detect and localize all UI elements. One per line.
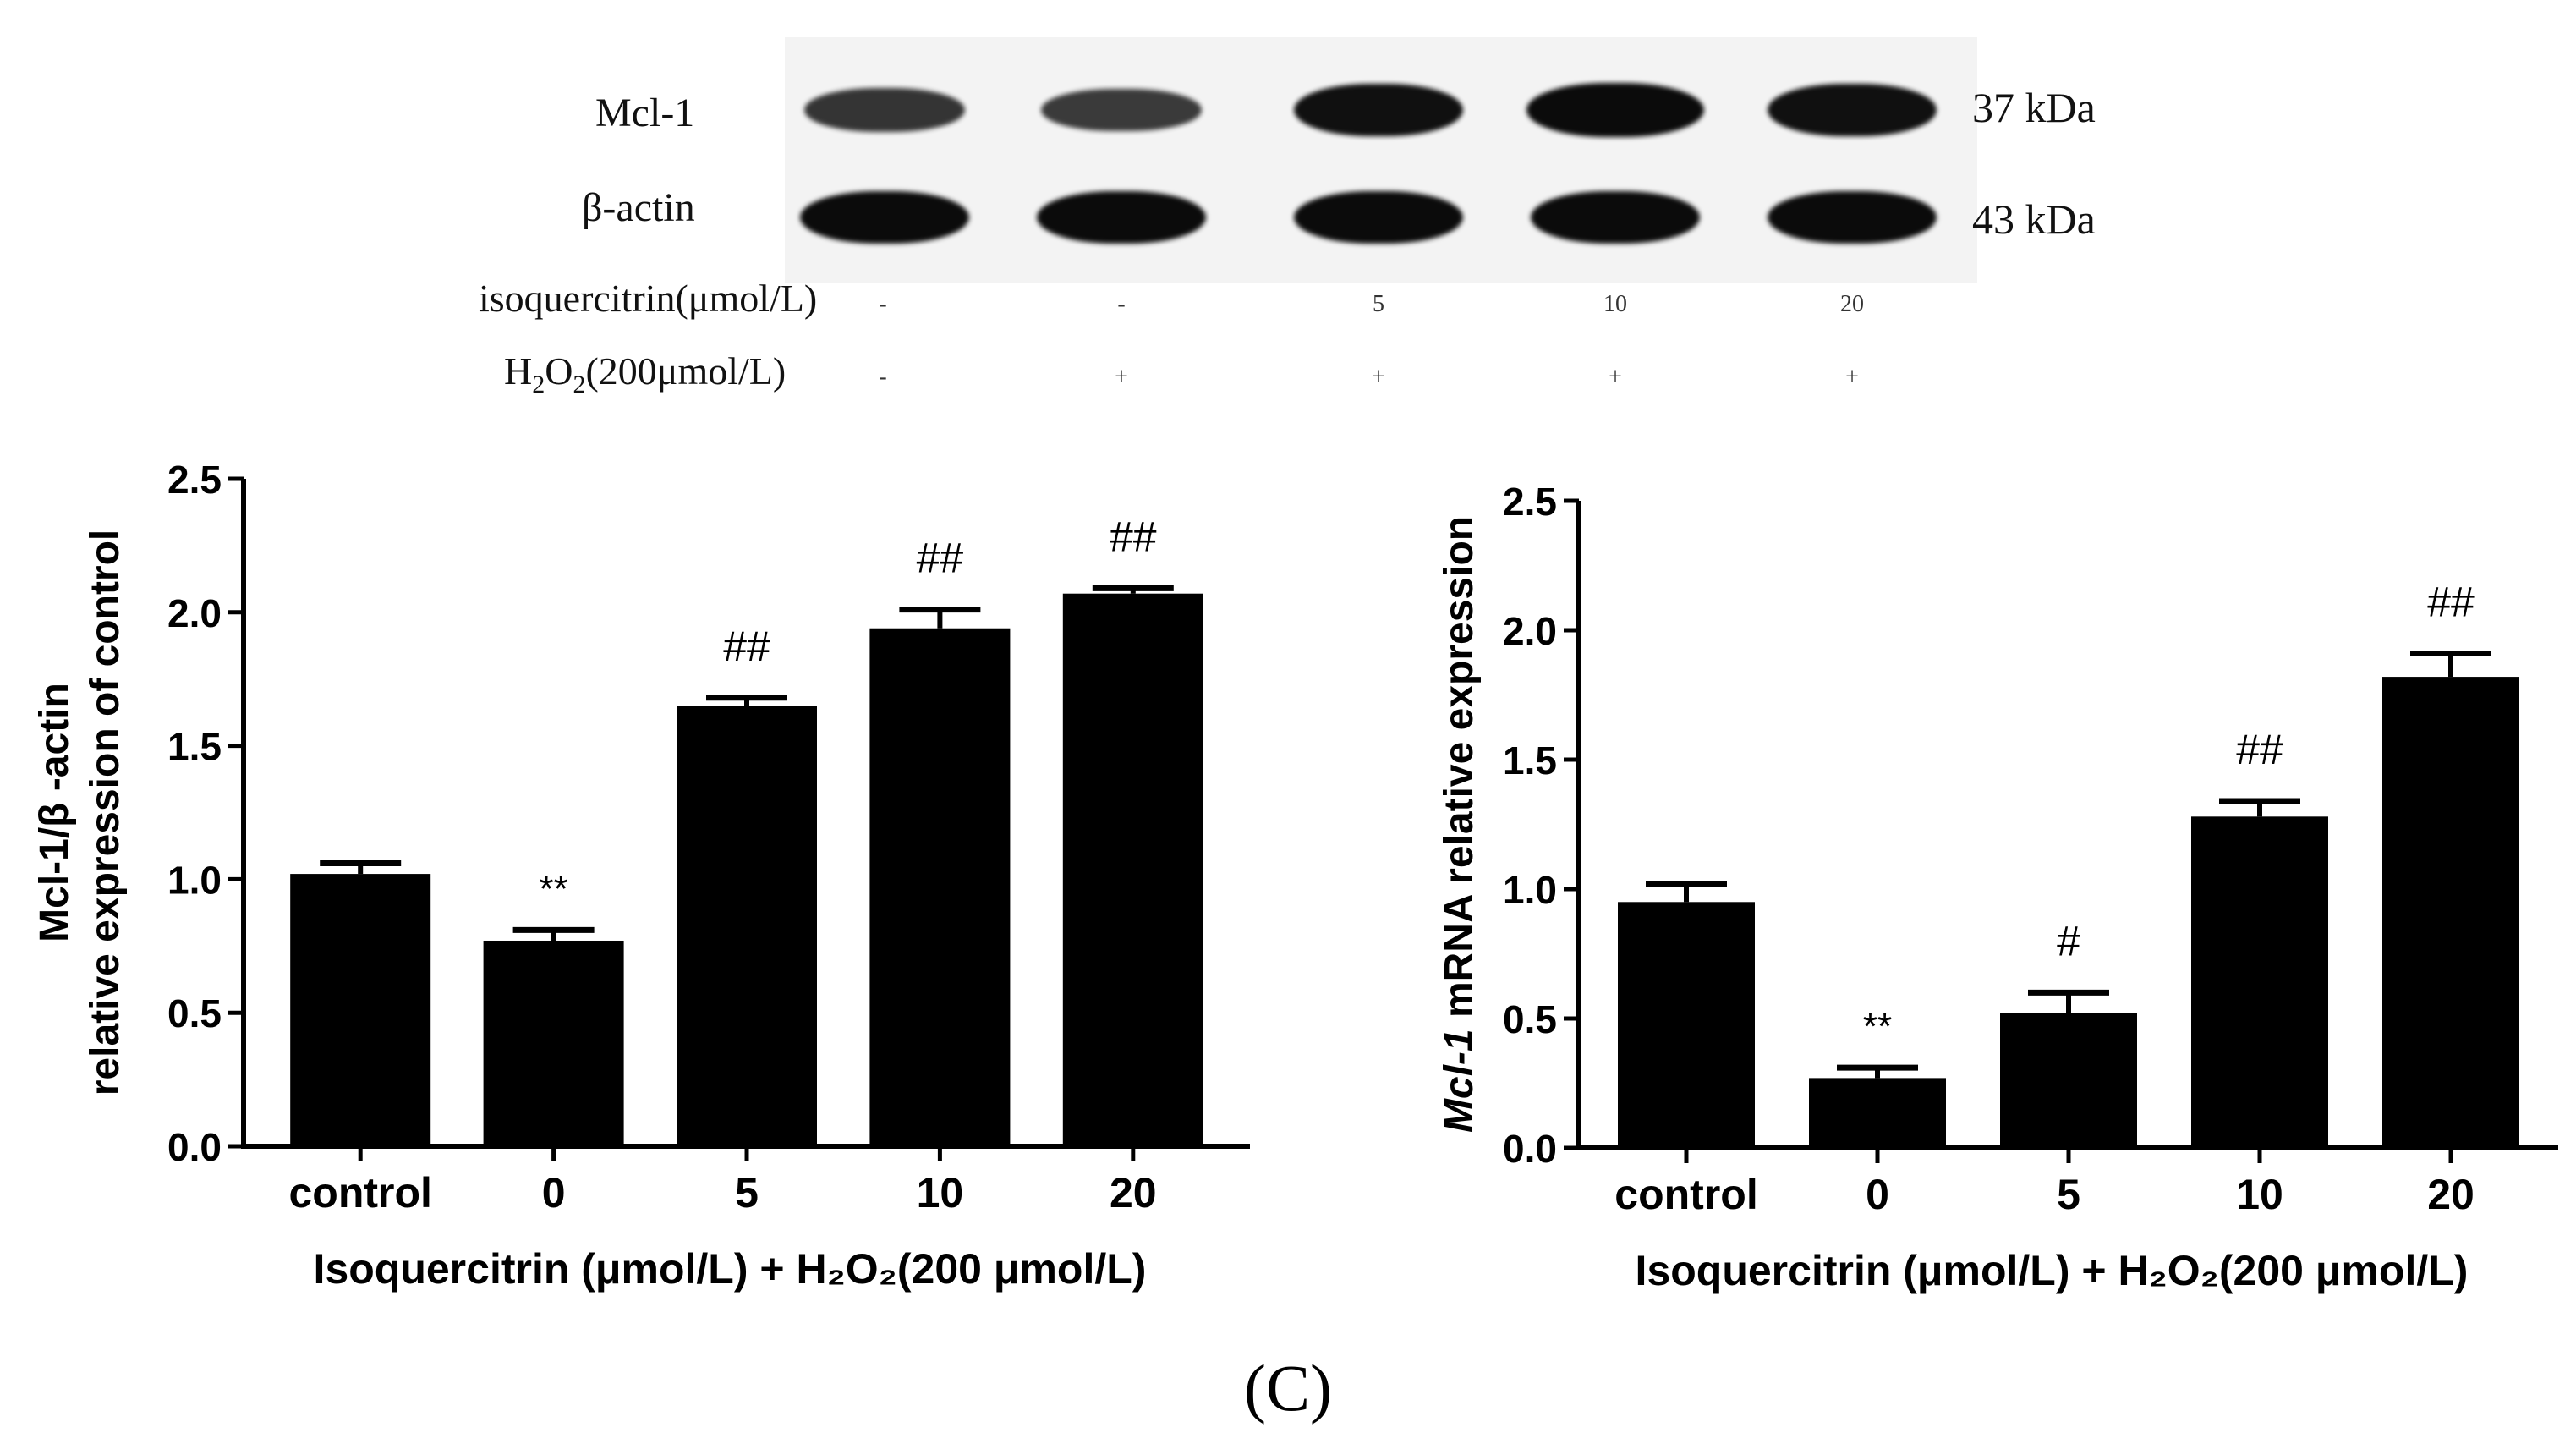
chart2-x-axis-label: Isoquercitrin (μmol/L) + H₂O₂(200 μmol/L…: [1636, 1247, 2469, 1294]
h2o2-sub1: 2: [532, 371, 545, 399]
chart1-x-tick-label-4: 20: [1110, 1169, 1157, 1216]
chart1-bar-3: [869, 628, 1011, 1146]
chart2-bar-1: [1809, 1078, 1946, 1148]
chart1-annotation-1: **: [539, 868, 567, 909]
chart1-y-tick-label-5: 2.5: [167, 458, 222, 502]
chart1-y-axis-label-line2: relative expression of control: [83, 530, 128, 1096]
chart1-bar-4: [1062, 593, 1203, 1146]
chart2-y-tick-label-0: 0.0: [1503, 1127, 1557, 1171]
chart2-bar-0: [1618, 902, 1755, 1148]
chart2-annotation-2: #: [2057, 917, 2080, 964]
chart1-annotation-3: ##: [917, 535, 964, 582]
chart-protein-expression: 0.0 0.5 1.0 1.5 2.0 2.5 control 0 ** 5 ## 10 ## 20 ## I…: [32, 458, 1250, 1293]
band-actin-lane-3: [1294, 191, 1463, 244]
chart2-y-axis-label-rest: mRNA relative expression: [1437, 516, 1482, 1029]
western-blot-panel: Mcl-1 β-actin 37 kDa 43 kDa isoquercitri…: [0, 0, 2576, 406]
band-mcl1-lane-3: [1294, 83, 1463, 137]
chart2-x-tick-label-3: 10: [2236, 1171, 2283, 1218]
chart1-y-tick-label-2: 1.0: [167, 858, 222, 902]
chart1-bar-2: [677, 706, 817, 1146]
chart1-y-tick-label-3: 1.5: [167, 725, 222, 769]
chart2-annotation-1: **: [1863, 1006, 1892, 1047]
chart2-annotation-3: ##: [2236, 726, 2283, 773]
chart1-x-tick-label-3: 10: [917, 1169, 964, 1216]
chart2-y-tick-label-3: 1.5: [1503, 738, 1557, 782]
band-mcl1-lane-2: [1041, 88, 1202, 132]
blot-kda-actin: 43 kDa: [1972, 195, 2096, 243]
chart1-y-tick-label-0: 0.0: [167, 1125, 222, 1169]
h2o2-o: O: [545, 349, 573, 393]
chart1-bar-1: [483, 940, 624, 1146]
chart2-x-tick-label-2: 5: [2057, 1171, 2080, 1218]
h2o2-value-lane-4: +: [1609, 364, 1622, 390]
chart2-bar-2: [2000, 1013, 2137, 1148]
isoquercitrin-value-lane-1: -: [879, 291, 887, 317]
h2o2-sub2: 2: [573, 371, 586, 399]
isoquercitrin-row-label: isoquercitrin(μmol/L): [479, 277, 818, 320]
band-mcl1-lane-1: [804, 88, 965, 132]
panel-label: (C): [1244, 1351, 1332, 1425]
chart1-y-axis-label-line1: Mcl-1/β -actin: [32, 683, 77, 942]
chart2-bar-3: [2191, 816, 2328, 1148]
band-mcl1-lane-5: [1768, 83, 1937, 137]
band-actin-lane-1: [800, 191, 969, 244]
chart1-y-tick-label-1: 0.5: [167, 991, 222, 1035]
isoquercitrin-value-lane-4: 10: [1603, 291, 1627, 317]
band-actin-lane-5: [1768, 191, 1937, 244]
h2o2-value-lane-3: +: [1372, 364, 1385, 390]
chart2-annotation-4: ##: [2427, 579, 2475, 626]
chart2-y-tick-label-4: 2.0: [1503, 609, 1557, 653]
isoquercitrin-value-lane-5: 20: [1840, 291, 1864, 317]
chart1-annotation-4: ##: [1110, 513, 1157, 560]
chart2-y-tick-label-1: 0.5: [1503, 997, 1557, 1041]
chart2-y-axis-label-gene: Mcl-1: [1437, 1029, 1482, 1133]
chart1-x-axis-label: Isoquercitrin (μmol/L) + H₂O₂(200 μmol/L…: [314, 1245, 1147, 1293]
h2o2-value-lane-5: +: [1845, 364, 1859, 390]
chart2-y-tick-label-2: 1.0: [1503, 868, 1557, 912]
chart2-y-tick-label-5: 2.5: [1503, 480, 1557, 524]
chart1-x-tick-label-1: 0: [542, 1169, 566, 1216]
band-actin-lane-4: [1531, 191, 1700, 244]
chart1-annotation-2: ##: [723, 623, 770, 670]
blot-row-label-actin: β-actin: [582, 185, 695, 230]
chart-mrna-expression: 0.0 0.5 1.0 1.5 2.0 2.5 control 0 ** 5 #10 ## 20 ## Is…: [1437, 480, 2558, 1294]
h2o2-conc: (200μmol/L): [585, 349, 787, 393]
chart2-y-axis-label: Mcl-1 mRNA relative expression: [1437, 516, 1482, 1133]
chart2-x-tick-label-4: 20: [2427, 1171, 2475, 1218]
chart2-bar-4: [2382, 677, 2519, 1148]
isoquercitrin-value-lane-2: -: [1117, 291, 1126, 317]
h2o2-value-lane-1: -: [879, 364, 887, 390]
band-mcl1-lane-4: [1526, 83, 1704, 137]
chart1-y-tick-label-4: 2.0: [167, 591, 222, 635]
isoquercitrin-value-lane-3: 5: [1373, 291, 1384, 317]
chart2-x-tick-label-1: 0: [1866, 1171, 1889, 1218]
chart2-x-tick-label-0: control: [1614, 1171, 1757, 1218]
h2o2-h: H: [504, 349, 533, 393]
chart1-bar-0: [290, 874, 431, 1146]
chart1-x-tick-label-2: 5: [735, 1169, 759, 1216]
blot-row-label-mcl1: Mcl-1: [595, 91, 695, 135]
chart1-x-tick-label-0: control: [288, 1169, 431, 1216]
h2o2-value-lane-2: +: [1115, 364, 1128, 390]
band-actin-lane-2: [1037, 191, 1206, 244]
h2o2-row-label: H2O2(200μmol/L): [504, 349, 786, 399]
blot-kda-mcl1: 37 kDa: [1972, 84, 2096, 131]
